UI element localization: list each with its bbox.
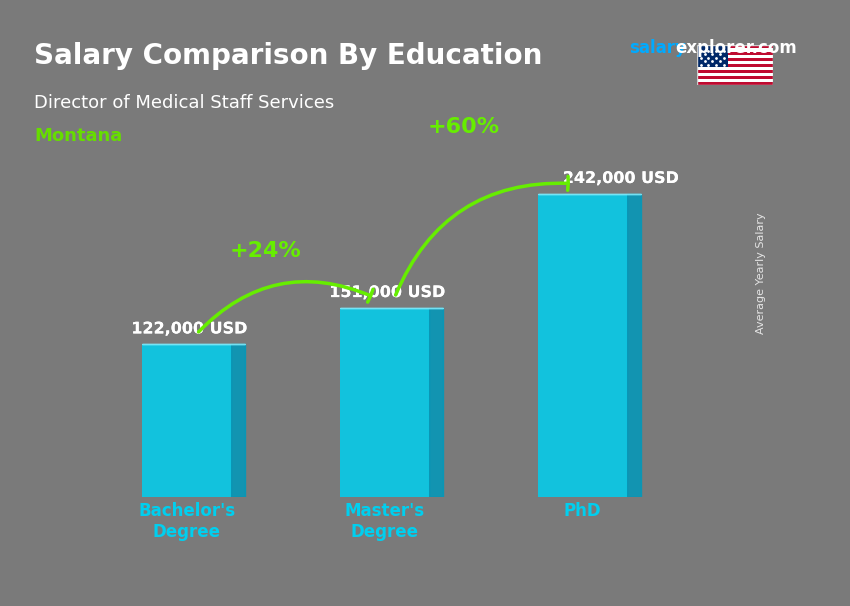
Text: salary: salary [629,39,686,58]
Text: Average Yearly Salary: Average Yearly Salary [756,212,766,333]
Text: 242,000 USD: 242,000 USD [563,171,679,186]
Text: explorer.com: explorer.com [676,39,797,58]
Polygon shape [231,344,245,497]
Bar [697,55,774,58]
Bar [697,76,774,79]
Bar [697,45,774,48]
Polygon shape [429,308,443,497]
Bar [697,45,728,67]
FancyBboxPatch shape [340,308,429,497]
Text: Montana: Montana [34,127,122,145]
Text: 151,000 USD: 151,000 USD [329,285,445,300]
Bar [697,64,774,67]
Text: +60%: +60% [428,117,500,137]
FancyBboxPatch shape [142,344,231,497]
Bar [697,48,774,52]
Text: +24%: +24% [230,241,302,261]
Bar [697,79,774,82]
Bar [697,67,774,70]
Polygon shape [627,193,641,497]
Bar [697,58,774,61]
Bar [697,61,774,64]
Bar [697,70,774,73]
Text: 122,000 USD: 122,000 USD [132,321,247,336]
FancyBboxPatch shape [538,193,627,497]
Text: Director of Medical Staff Services: Director of Medical Staff Services [34,94,334,112]
Text: Salary Comparison By Education: Salary Comparison By Education [34,42,542,70]
Bar [697,73,774,76]
Bar [697,52,774,55]
Bar [697,82,774,85]
